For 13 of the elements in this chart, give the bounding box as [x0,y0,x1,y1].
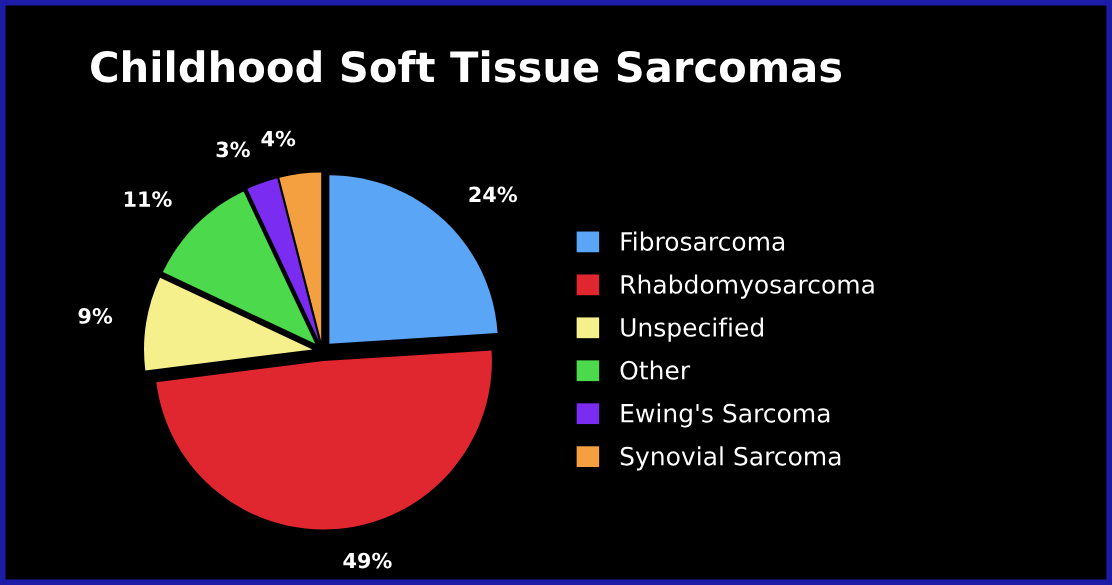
data-label: 49% [343,552,392,569]
data-label: 24% [469,186,517,203]
data-label: 9% [78,308,113,324]
legend-label: Ewing's Sarcoma [621,403,830,428]
data-label: 3% [216,141,250,158]
data-label: 4% [261,130,296,147]
legend-label: Fibrosarcoma [621,231,785,251]
legend-label: Synovial Sarcoma [620,446,841,471]
legend-label: Unspecified [621,317,763,342]
legend-label: Rhabdomyosarcoma [621,274,874,299]
chart-title: Childhood Soft Tissue Sarcomas [91,50,842,83]
legend-label: Other [620,360,691,380]
data-label: 11% [124,191,172,207]
